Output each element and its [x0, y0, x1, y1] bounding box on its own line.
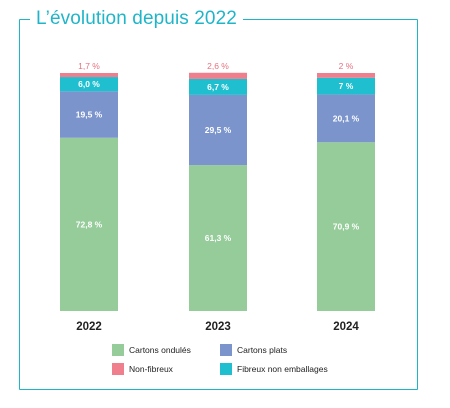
- data-label-cartons-plats-2022: 19,5 %: [76, 110, 103, 120]
- legend-swatch: [220, 344, 232, 356]
- bar-non-fibreux-2023: [189, 72, 247, 79]
- data-label-cartons-ondules-2023: 61,3 %: [205, 233, 232, 243]
- bar-non-fibreux-2024: [317, 73, 375, 78]
- bar-cartons-ondules-2024: [317, 142, 375, 311]
- data-label-cartons-ondules-2024: 70,9 %: [333, 222, 360, 232]
- legend-item-cartons-ondules: Cartons ondulés: [112, 344, 191, 356]
- data-label-non-fibreux-2024: 2 %: [339, 61, 354, 71]
- data-label-cartons-plats-2023: 29,5 %: [205, 125, 232, 135]
- legend-label: Non-fibreux: [129, 364, 173, 374]
- bar-cartons-ondules-2023: [189, 165, 247, 311]
- data-label-fibreux-non-emballages-2023: 6,7 %: [207, 82, 229, 92]
- legend-item-fibreux-non-emballages: Fibreux non emballages: [220, 363, 328, 375]
- data-label-cartons-plats-2024: 20,1 %: [333, 113, 360, 123]
- data-label-cartons-ondules-2022: 72,8 %: [76, 219, 103, 229]
- legend-swatch: [220, 363, 232, 375]
- x-tick-label-2023: 2023: [205, 321, 231, 333]
- legend-label: Cartons plats: [237, 345, 288, 355]
- bar-cartons-ondules-2022: [60, 137, 118, 311]
- legend-item-cartons-plats: Cartons plats: [220, 344, 287, 356]
- bar-fibreux-non-emballages-2023: [189, 78, 247, 95]
- x-tick-label-2024: 2024: [333, 321, 359, 333]
- bar-fibreux-non-emballages-2022: [60, 77, 118, 92]
- bar-non-fibreux-2022: [60, 73, 118, 78]
- legend-swatch: [112, 363, 124, 375]
- bar-cartons-plats-2024: [317, 94, 375, 143]
- data-label-fibreux-non-emballages-2024: 7 %: [339, 81, 354, 91]
- data-label-non-fibreux-2022: 1,7 %: [78, 61, 100, 71]
- chart-title: L’évolution depuis 2022: [30, 8, 243, 30]
- bar-cartons-plats-2022: [60, 91, 118, 138]
- bar-fibreux-non-emballages-2024: [317, 77, 375, 95]
- legend-item-non-fibreux: Non-fibreux: [112, 363, 173, 375]
- data-label-non-fibreux-2023: 2,6 %: [207, 61, 229, 71]
- data-label-fibreux-non-emballages-2022: 6,0 %: [78, 79, 100, 89]
- legend-label: Cartons ondulés: [129, 345, 191, 355]
- x-tick-label-2022: 2022: [76, 321, 102, 333]
- bar-cartons-plats-2023: [189, 94, 247, 166]
- legend-swatch: [112, 344, 124, 356]
- legend-label: Fibreux non emballages: [237, 364, 328, 374]
